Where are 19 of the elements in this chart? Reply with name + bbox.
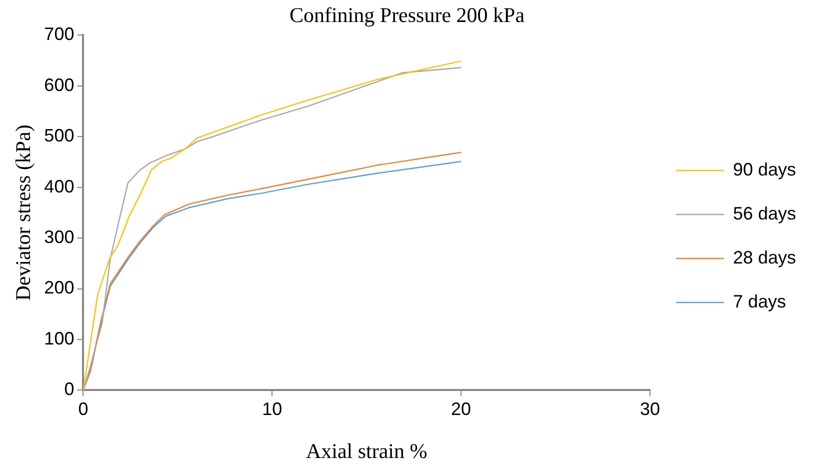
y-tick-label: 200 [44, 278, 74, 298]
legend-label: 90 days [732, 159, 796, 180]
y-tick-label: 500 [44, 126, 74, 146]
x-tick-label: 30 [640, 398, 660, 419]
legend-label: 28 days [732, 247, 796, 268]
y-tick-label: 300 [44, 227, 74, 248]
y-tick-label: 400 [44, 176, 74, 196]
chart-title: Confining Pressure 200 kPa [289, 3, 526, 28]
x-tick-label: 20 [451, 398, 472, 419]
legend-label: 7 days [732, 291, 786, 312]
legend-label: 56 days [732, 203, 796, 224]
x-tick-label: 10 [262, 398, 282, 419]
y-tick-label: 100 [44, 328, 74, 348]
y-tick-label: 700 [44, 24, 74, 44]
x-axis-title: Axial strain % [306, 438, 428, 463]
x-tick-label: 0 [78, 398, 88, 419]
y-tick-label: 600 [44, 74, 74, 95]
y-tick-label: 0 [64, 379, 74, 400]
y-axis-title: Deviator stress (kPa) [11, 124, 36, 301]
